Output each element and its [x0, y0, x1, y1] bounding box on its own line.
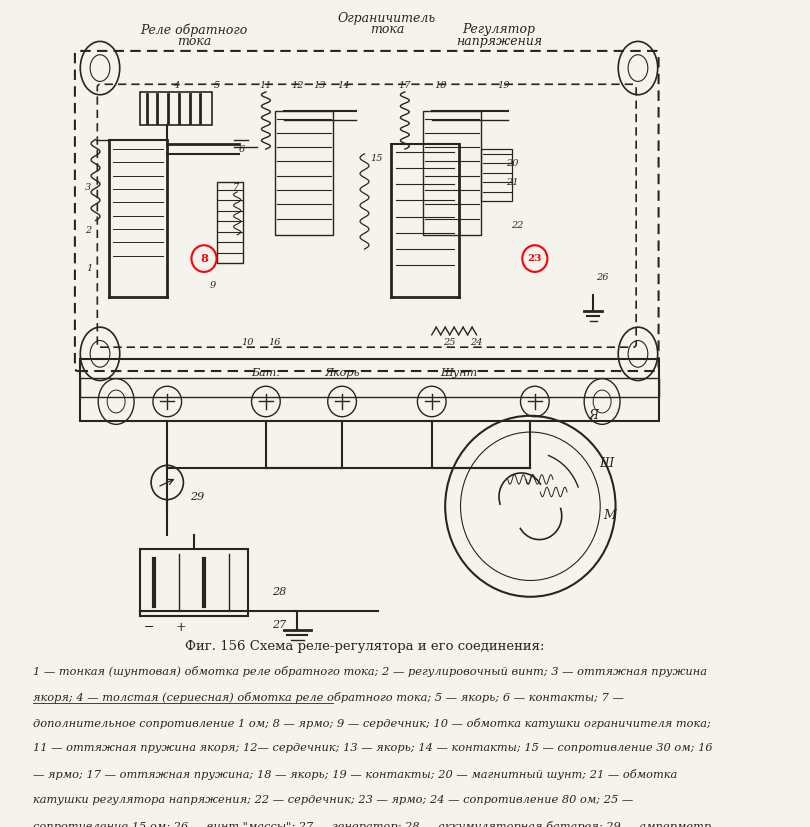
Text: 21: 21 [506, 178, 518, 187]
Text: Ограничитель: Ограничитель [338, 12, 436, 25]
Bar [216, 183, 244, 263]
Text: 26: 26 [596, 273, 608, 282]
Text: 22: 22 [510, 221, 523, 230]
Text: 16: 16 [269, 338, 281, 347]
Text: 27: 27 [272, 620, 287, 630]
Bar [80, 378, 659, 397]
Text: Регулятор: Регулятор [463, 23, 535, 36]
Text: 1: 1 [86, 264, 92, 273]
Text: напряжения: напряжения [456, 35, 542, 48]
Text: 6: 6 [238, 145, 245, 154]
Text: тока: тока [369, 23, 404, 36]
Text: 5: 5 [214, 81, 220, 89]
Text: 7: 7 [233, 183, 240, 192]
Bar [481, 149, 513, 202]
Text: +: + [176, 621, 186, 633]
Text: 10: 10 [241, 338, 254, 347]
Text: 13: 13 [313, 81, 326, 89]
Bar [275, 111, 333, 235]
Text: катушки регулятора напряжения; 22 — сердечник; 23 — ярмо; 24 — сопротивление 80 : катушки регулятора напряжения; 22 — серд… [32, 795, 633, 805]
Text: 15: 15 [370, 154, 382, 163]
Text: 4: 4 [173, 81, 179, 89]
Text: тока: тока [177, 35, 211, 48]
Text: 18: 18 [434, 81, 447, 89]
Text: 23: 23 [527, 254, 542, 263]
Text: 17: 17 [399, 81, 411, 89]
Text: 24: 24 [471, 338, 483, 347]
Bar [423, 111, 481, 235]
Text: Фиг. 156 Схема реле-регулятора и его соединения:: Фиг. 156 Схема реле-регулятора и его сое… [185, 639, 544, 653]
Text: 25: 25 [443, 338, 456, 347]
Bar [80, 359, 659, 421]
Text: 19: 19 [497, 81, 509, 89]
Text: Шунт: Шунт [440, 368, 477, 378]
Bar [140, 92, 212, 125]
Bar [140, 549, 248, 616]
Text: 14: 14 [338, 81, 350, 89]
Text: якоря; 4 — толстая (сериесная) обмотка реле обратного тока; 5 — якорь; 6 — конта: якоря; 4 — толстая (сериесная) обмотка р… [32, 692, 624, 703]
Text: Бат.: Бат. [251, 368, 280, 378]
Text: 8: 8 [200, 253, 208, 264]
Text: сопротивление 15 ом; 26 — винт "массы"; 27 — генератор; 28 — аккумуляторная бата: сопротивление 15 ом; 26 — винт "массы"; … [32, 820, 714, 827]
Text: дополнительное сопротивление 1 ом; 8 — ярмо; 9 — сердечник; 10 — обмотка катушки: дополнительное сопротивление 1 ом; 8 — я… [32, 718, 710, 729]
Text: 9: 9 [210, 281, 216, 289]
Text: −: − [144, 621, 155, 633]
Text: 1 — тонкая (шунтовая) обмотка реле обратного тока; 2 — регулировочный винт; 3 — : 1 — тонкая (шунтовая) обмотка реле обрат… [32, 667, 707, 677]
Text: 29: 29 [190, 492, 204, 502]
Text: Реле обратного: Реле обратного [140, 23, 248, 36]
Text: 11: 11 [260, 81, 272, 89]
Text: — ярмо; 17 — оттяжная пружина; 18 — якорь; 19 — контакты; 20 — магнитный шунт; 2: — ярмо; 17 — оттяжная пружина; 18 — якор… [32, 769, 677, 780]
Text: 11 — оттяжная пружина якоря; 12— сердечник; 13 — якорь; 14 — контакты; 15 — сопр: 11 — оттяжная пружина якоря; 12— сердечн… [32, 743, 712, 753]
Text: Якорь: Якорь [324, 368, 360, 378]
Text: 3: 3 [85, 183, 92, 192]
Text: 28: 28 [272, 587, 287, 597]
Text: 12: 12 [291, 81, 304, 89]
Text: 20: 20 [506, 159, 518, 168]
Text: М: М [603, 509, 616, 523]
Text: Я: Я [588, 409, 599, 423]
Text: Ш: Ш [599, 457, 614, 470]
Text: 2: 2 [85, 226, 92, 235]
